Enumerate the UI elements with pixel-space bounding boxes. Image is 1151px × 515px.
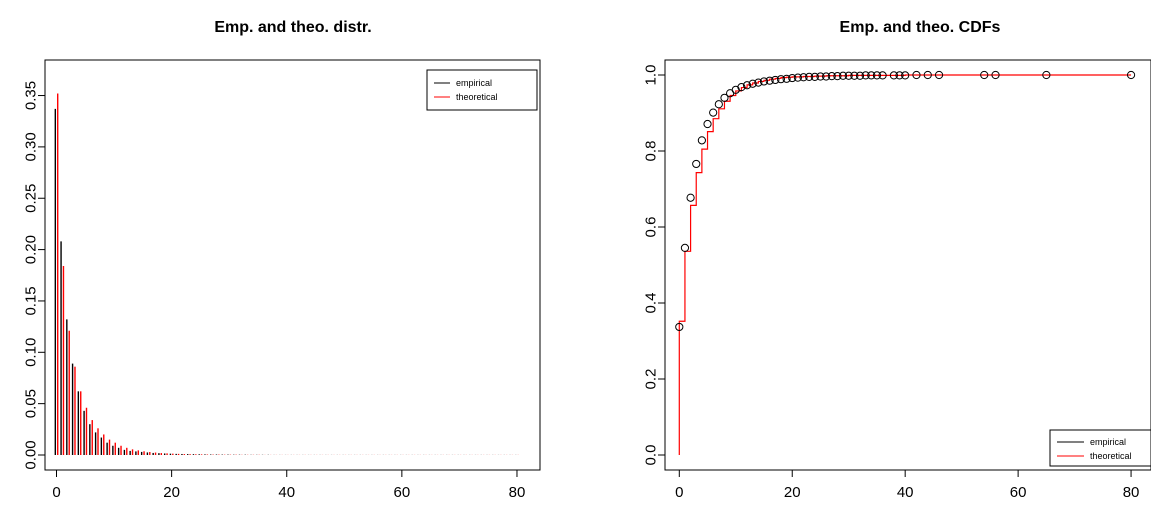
y-tick-label: 0.20 (23, 235, 40, 264)
legend-empirical-label: empirical (456, 78, 492, 88)
distribution-x-axis: 0 20 40 60 80 (52, 470, 525, 501)
empirical-cdf-point (827, 72, 836, 81)
empirical-cdf-point (923, 70, 932, 80)
legend-theoretical-label: theoretical (456, 92, 498, 102)
empirical-cdf-point (805, 72, 814, 82)
empirical-cdf-point (686, 193, 695, 202)
distribution-y-axis: 0.00 0.05 0.10 0.15 0.20 0.25 0.30 0.35 (23, 81, 45, 470)
y-tick-label: 0.05 (23, 389, 40, 418)
y-tick-label: 0.15 (23, 286, 40, 315)
empirical-cdf-point (872, 71, 882, 80)
cdf-x-axis: 0 20 40 60 80 (675, 470, 1139, 501)
empirical-cdf-point (765, 76, 774, 85)
empirical-cdf-point (1126, 70, 1136, 80)
y-tick-label: 0.4 (643, 293, 660, 314)
x-tick-label: 40 (278, 484, 295, 501)
cdf-y-axis: 0.0 0.2 0.4 0.6 0.8 1.0 (643, 65, 665, 466)
y-tick-label: 0.30 (23, 132, 40, 161)
empirical-cdf-point (759, 77, 769, 86)
x-tick-label: 0 (675, 484, 683, 501)
cdf-legend-empirical-label: empirical (1090, 437, 1126, 447)
y-tick-label: 0.35 (23, 81, 40, 110)
distribution-panel: Emp. and theo. distr. 0 20 40 60 80 0.00 0.05… (23, 19, 541, 501)
empirical-cdf-point (822, 72, 831, 81)
empirical-cdf-point (855, 71, 865, 80)
x-tick-label: 0 (52, 484, 60, 501)
x-tick-label: 60 (1010, 484, 1027, 501)
empirical-cdf-point (991, 70, 1000, 80)
y-tick-label: 0.8 (643, 141, 660, 162)
empirical-cdf-point (692, 159, 701, 169)
distribution-chart-title: Emp. and theo. distr. (214, 19, 371, 36)
empirical-cdf-point (867, 71, 876, 80)
cdf-panel: Emp. and theo. CDFs 0 20 40 60 80 0.00.20.40… (643, 19, 1151, 501)
empirical-cdf-point (901, 71, 910, 80)
empirical-cdf-point (771, 75, 780, 85)
empirical-cdf-point (703, 119, 712, 129)
distribution-legend-box (426, 69, 538, 111)
x-tick-label: 80 (1123, 484, 1140, 501)
empirical-cdf-point (754, 78, 763, 87)
empirical-cdf-point (709, 108, 718, 117)
y-tick-label: 1.0 (643, 65, 660, 86)
y-tick-label: 0.00 (23, 440, 40, 469)
empirical-cdf-point (680, 243, 690, 252)
empirical-cdf-point (782, 74, 791, 83)
empirical-cdf-point (742, 81, 752, 90)
distribution-plot-frame (44, 59, 541, 471)
y-tick-label: 0.2 (643, 369, 660, 390)
empirical-cdf-point (697, 136, 706, 145)
theoretical-cdf-line (678, 74, 1132, 455)
cdf-legend-box (1049, 429, 1151, 467)
y-tick-label: 0.0 (643, 445, 660, 466)
x-tick-label: 60 (394, 484, 411, 501)
empirical-cdf-point (720, 93, 729, 102)
empirical-cdf-point (793, 73, 802, 82)
empirical-cdf-point (934, 70, 944, 80)
empirical-cdf-point (776, 75, 786, 84)
empirical-cdf-point (861, 71, 870, 80)
cdf-legend-theoretical-label: theoretical (1090, 451, 1132, 461)
empirical-cdf-point (788, 73, 797, 83)
y-tick-label: 0.10 (23, 338, 40, 367)
x-tick-label: 40 (897, 484, 914, 501)
empirical-cdf-point (980, 70, 989, 80)
empirical-cdf-point (889, 71, 898, 80)
y-tick-label: 0.6 (643, 217, 660, 238)
cdf-plot-frame (664, 59, 1151, 471)
empirical-cdf-point (799, 73, 808, 82)
empirical-cdf-point (912, 70, 921, 80)
distribution-bars (54, 93, 519, 455)
empirical-cdf-point (895, 71, 904, 80)
cdf-lines (675, 70, 1136, 455)
x-tick-label: 20 (784, 484, 801, 501)
empirical-cdf-point (810, 72, 819, 82)
y-tick-label: 0.25 (23, 184, 40, 213)
empirical-cdf-point (737, 83, 746, 92)
empirical-cdf-point (838, 71, 848, 80)
empirical-cdf-point (878, 71, 887, 80)
cdf-legend: empirical theoretical (1049, 429, 1151, 467)
empirical-cdf-point (714, 100, 723, 109)
empirical-cdf-point (1042, 70, 1051, 80)
empirical-cdf-point (850, 71, 859, 80)
empirical-cdf-point (748, 79, 757, 88)
x-tick-label: 80 (509, 484, 526, 501)
distribution-legend: empirical theoretical (426, 69, 538, 111)
empirical-cdf-point (844, 71, 853, 80)
x-tick-label: 20 (163, 484, 180, 501)
cdf-chart-title: Emp. and theo. CDFs (840, 19, 1001, 36)
empirical-cdf-point (675, 322, 684, 332)
empirical-cdf-point (833, 72, 842, 81)
empirical-cdf-point (816, 72, 825, 81)
